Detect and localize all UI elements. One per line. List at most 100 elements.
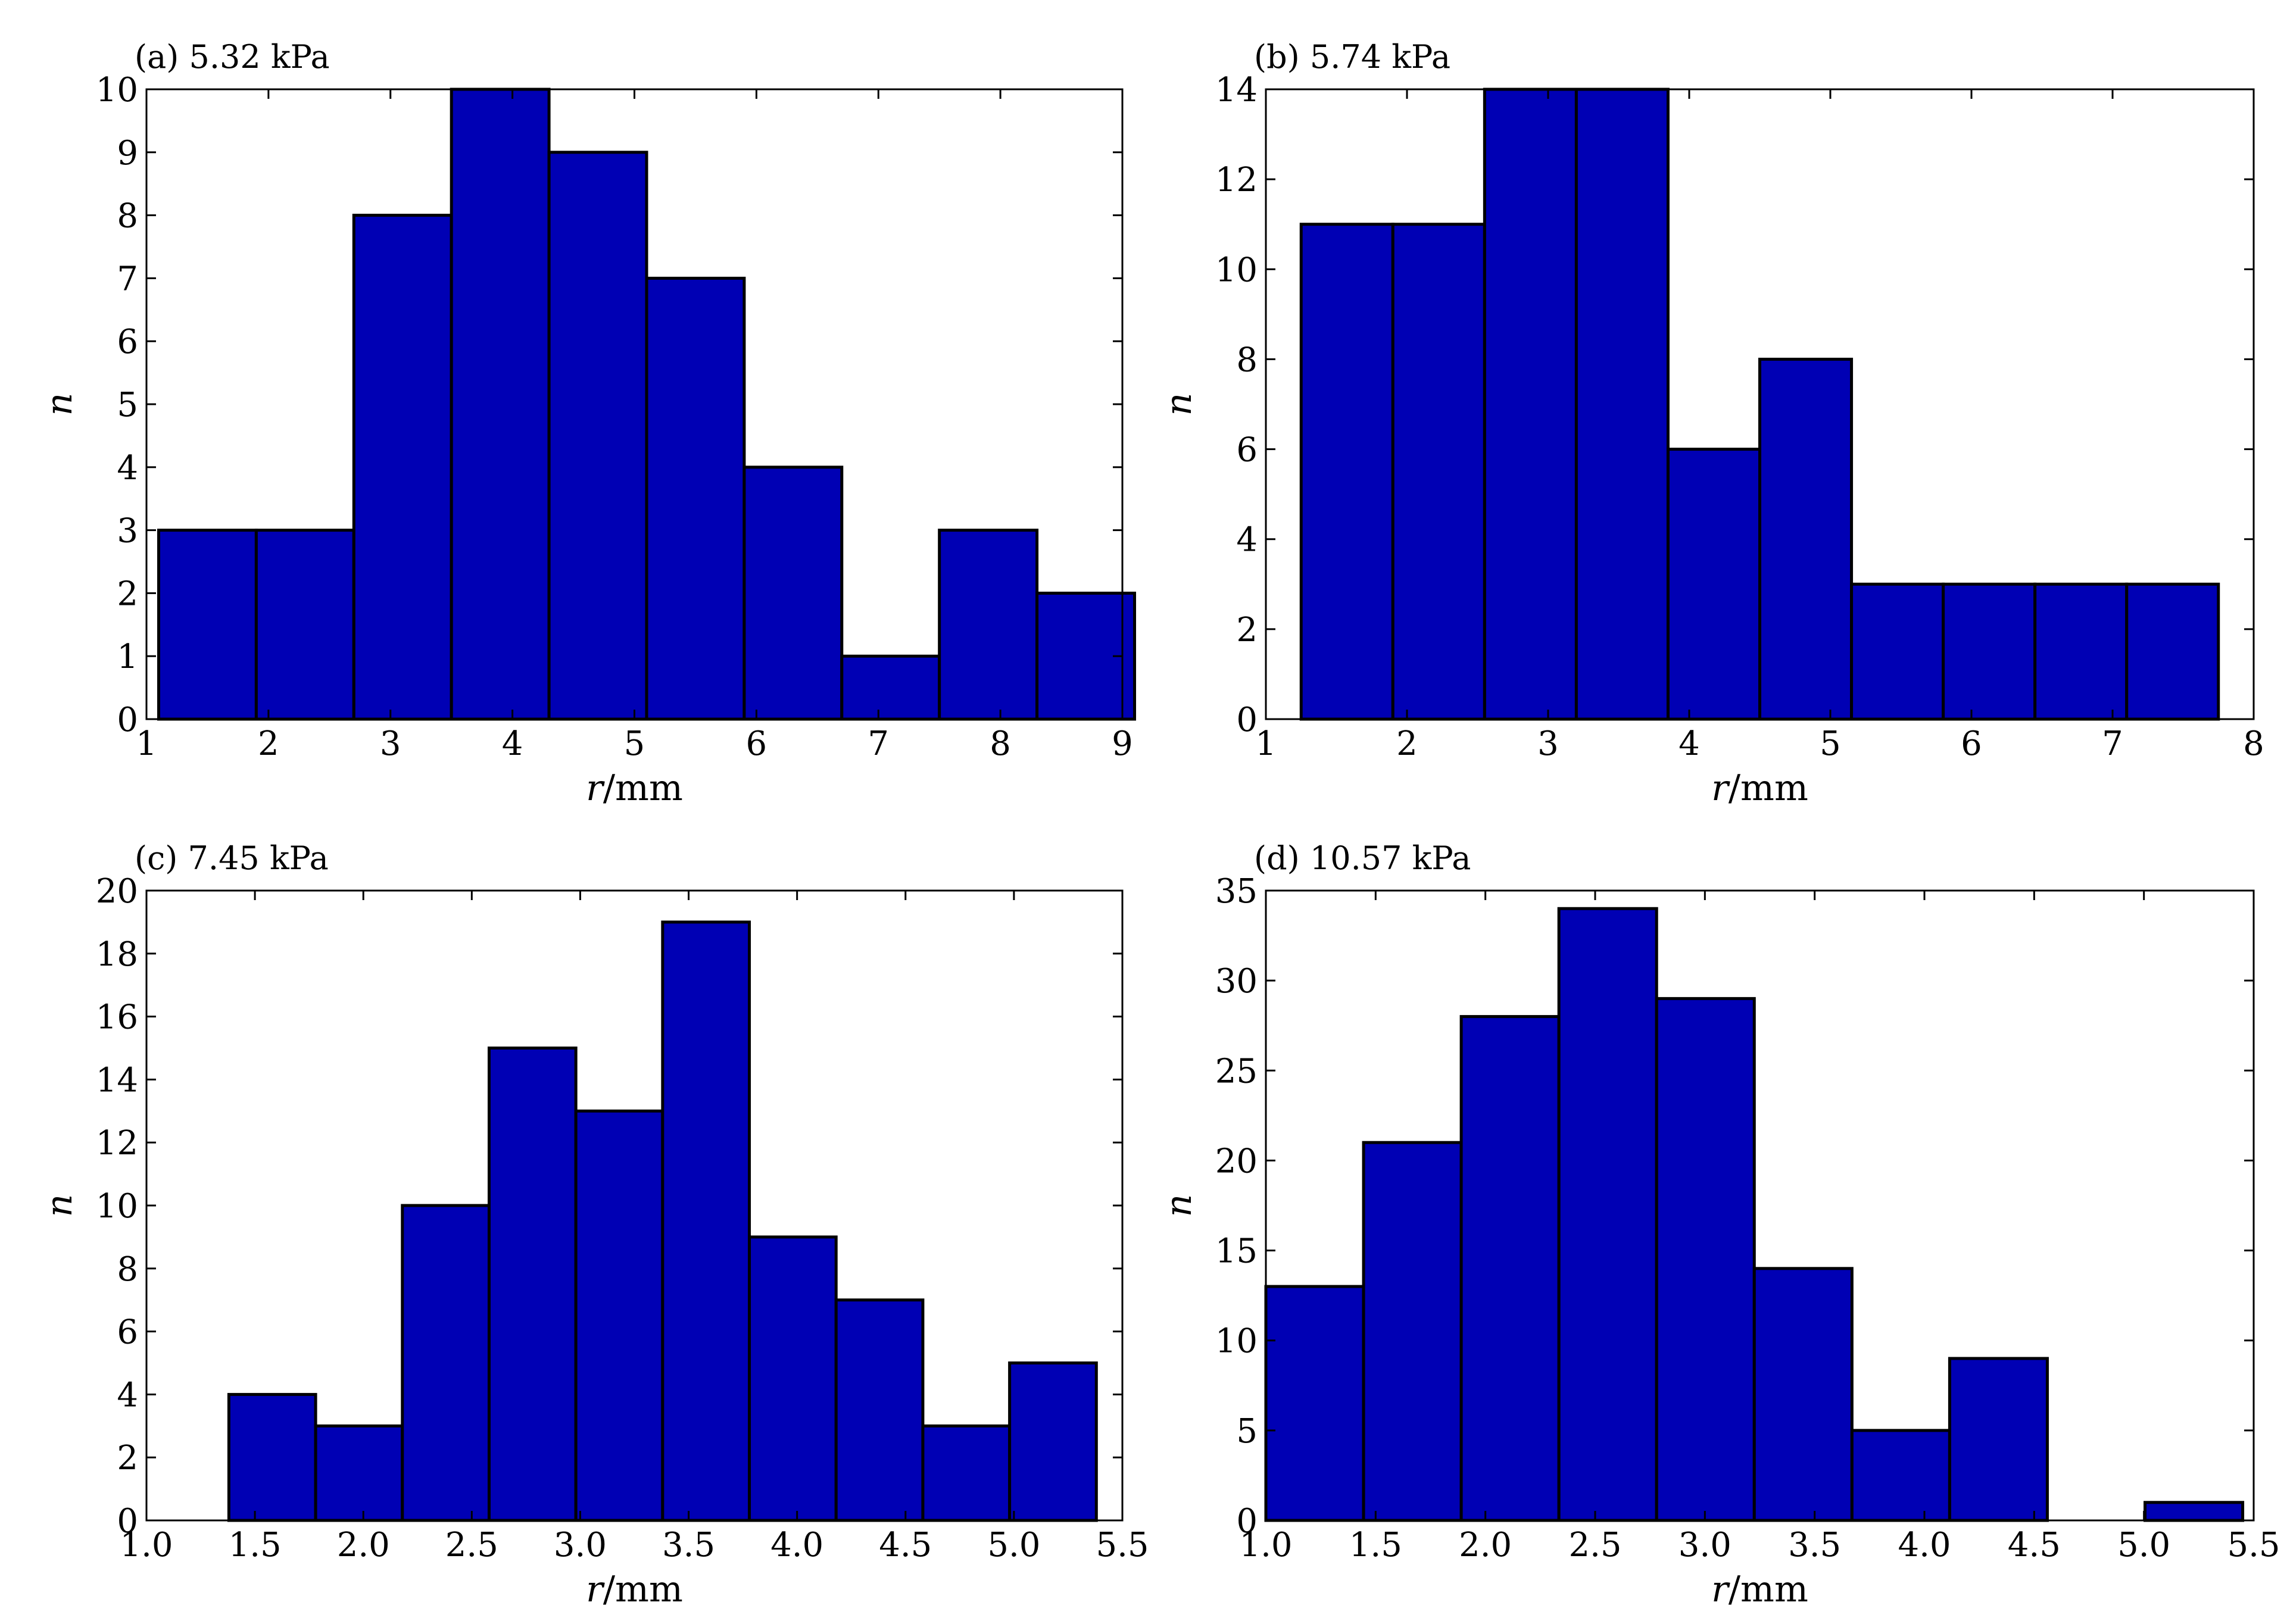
y-tick-label-b: 6 xyxy=(1236,431,1258,470)
x-tick-label-c: 1.0 xyxy=(120,1526,173,1564)
panel-d: (d) 10.57 kPa 1.0 1.5 2.0 2.5 3.0 3.5 4.0 4.5 5.0… xyxy=(1158,839,2280,1610)
x-tick-label-c: 4.0 xyxy=(770,1526,823,1564)
x-tick-label-d: 3.0 xyxy=(1678,1526,1731,1564)
x-tick-label-b: 5 xyxy=(1820,724,1841,763)
y-tick-label-a: 7 xyxy=(117,260,138,298)
histogram-bar-a-8 xyxy=(840,654,941,721)
histogram-bar-b-5 xyxy=(1666,448,1761,721)
histogram-bar-d-8 xyxy=(1948,1357,2049,1522)
histogram-bar-a-6 xyxy=(645,276,746,721)
panel-title-c: (c) 7.45 kPa xyxy=(135,839,329,877)
y-tick-label-c: 20 xyxy=(96,872,138,911)
y-tick-label-d: 30 xyxy=(1215,962,1258,1001)
y-tick-label-b: 12 xyxy=(1215,161,1258,199)
histogram-bar-c-10 xyxy=(1008,1361,1098,1522)
x-tick-label-d: 4.5 xyxy=(2008,1526,2061,1564)
y-axis-label-a: n xyxy=(39,393,80,416)
x-tick-label-d: 2.0 xyxy=(1459,1526,1512,1564)
x-tick-label-a: 6 xyxy=(746,724,768,763)
histogram-bar-d-3 xyxy=(1459,1015,1561,1522)
x-tick-label-c: 3.0 xyxy=(554,1526,607,1564)
histogram-bar-a-2 xyxy=(254,529,355,721)
histogram-bar-b-7 xyxy=(1850,582,1945,721)
histogram-bar-b-1 xyxy=(1299,223,1394,721)
histogram-bar-c-1 xyxy=(227,1392,317,1522)
x-tick-label-c: 2.5 xyxy=(445,1526,498,1564)
y-tick-label-b: 4 xyxy=(1236,521,1258,560)
histogram-bar-d-10 xyxy=(2144,1501,2245,1522)
x-tick-label-c: 4.5 xyxy=(879,1526,932,1564)
y-tick-label-d: 35 xyxy=(1215,872,1258,911)
histogram-bar-d-6 xyxy=(1752,1267,1854,1522)
y-tick-label-b: 14 xyxy=(1215,71,1258,110)
histogram-bar-b-3 xyxy=(1483,88,1578,721)
x-axis-label-a: r/mm xyxy=(586,767,683,809)
histogram-bar-a-5 xyxy=(547,151,648,721)
x-tick-label-a: 7 xyxy=(868,724,889,763)
y-tick-label-a: 10 xyxy=(96,71,138,110)
y-tick-label-b: 8 xyxy=(1236,341,1258,379)
y-tick-label-a: 5 xyxy=(117,386,138,424)
y-tick-label-c: 6 xyxy=(117,1313,138,1352)
x-tick-label-d: 5.0 xyxy=(2117,1526,2170,1564)
histogram-bar-d-7 xyxy=(1850,1429,1951,1522)
x-tick-label-c: 5.0 xyxy=(987,1526,1040,1564)
x-tick-label-c: 1.5 xyxy=(229,1526,282,1564)
panel-title-a: (a) 5.32 kPa xyxy=(135,38,330,76)
x-tick-label-b: 6 xyxy=(1961,724,1982,763)
x-tick-label-a: 3 xyxy=(380,724,401,763)
y-tick-label-c: 4 xyxy=(117,1376,138,1414)
x-tick-label-d: 3.5 xyxy=(1788,1526,1841,1564)
x-tick-label-b: 3 xyxy=(1537,724,1559,763)
histogram-bar-a-7 xyxy=(742,466,844,721)
histogram-bar-a-4 xyxy=(450,88,551,721)
y-tick-label-d: 0 xyxy=(1236,1502,1258,1541)
x-tick-label-a: 9 xyxy=(1112,724,1133,763)
histogram-bar-b-10 xyxy=(2125,582,2220,721)
x-axis-unit-c: /mm xyxy=(603,1569,683,1610)
y-tick-label-c: 2 xyxy=(117,1439,138,1478)
y-axis-label-d: n xyxy=(1158,1194,1200,1217)
y-tick-label-d: 25 xyxy=(1215,1052,1258,1091)
x-axis-var-a: r xyxy=(586,767,605,809)
axes-frame-d xyxy=(1265,889,2255,1522)
x-tick-label-d: 1.5 xyxy=(1349,1526,1402,1564)
histogram-bar-a-1 xyxy=(157,529,258,721)
histogram-bar-c-5 xyxy=(574,1109,664,1522)
x-axis-label-c: r/mm xyxy=(586,1569,683,1610)
histogram-bar-c-8 xyxy=(834,1298,925,1522)
y-tick-label-a: 4 xyxy=(117,449,138,488)
panel-title-b: (b) 5.74 kPa xyxy=(1254,38,1450,76)
y-tick-label-a: 2 xyxy=(117,574,138,613)
x-tick-label-d: 1.0 xyxy=(1239,1526,1292,1564)
x-tick-label-c: 5.5 xyxy=(1096,1526,1149,1564)
y-tick-label-a: 1 xyxy=(117,638,138,676)
y-axis-label-b: n xyxy=(1158,393,1200,416)
histogram-bar-d-5 xyxy=(1655,997,1756,1522)
y-tick-label-c: 14 xyxy=(96,1061,138,1100)
histogram-bar-a-9 xyxy=(938,529,1039,721)
y-tick-label-d: 10 xyxy=(1215,1322,1258,1361)
histogram-bar-c-4 xyxy=(487,1047,578,1522)
x-axis-label-d: r/mm xyxy=(1711,1569,1808,1610)
y-tick-label-b: 0 xyxy=(1236,701,1258,739)
y-tick-label-a: 9 xyxy=(117,134,138,173)
y-tick-label-b: 2 xyxy=(1236,611,1258,649)
y-tick-label-c: 8 xyxy=(117,1250,138,1289)
axes-frame-b xyxy=(1265,88,2255,720)
x-tick-label-b: 1 xyxy=(1255,724,1277,763)
y-tick-label-d: 20 xyxy=(1215,1142,1258,1180)
x-tick-label-a: 2 xyxy=(258,724,279,763)
y-tick-label-c: 18 xyxy=(96,935,138,974)
y-tick-label-a: 0 xyxy=(117,701,138,739)
x-axis-unit-a: /mm xyxy=(603,767,683,809)
histogram-bar-a-3 xyxy=(352,214,453,721)
y-axis-label-c: n xyxy=(39,1194,80,1217)
histogram-bar-d-4 xyxy=(1557,907,1658,1522)
panel-c: (c) 7.45 kPa 1.0 1.5 2.0 2.5 3.0 3.5 4.0 4.5 5.0 5… xyxy=(39,839,1149,1610)
y-tick-label-d: 15 xyxy=(1215,1232,1258,1271)
x-axis-unit-d: /mm xyxy=(1729,1569,1808,1610)
